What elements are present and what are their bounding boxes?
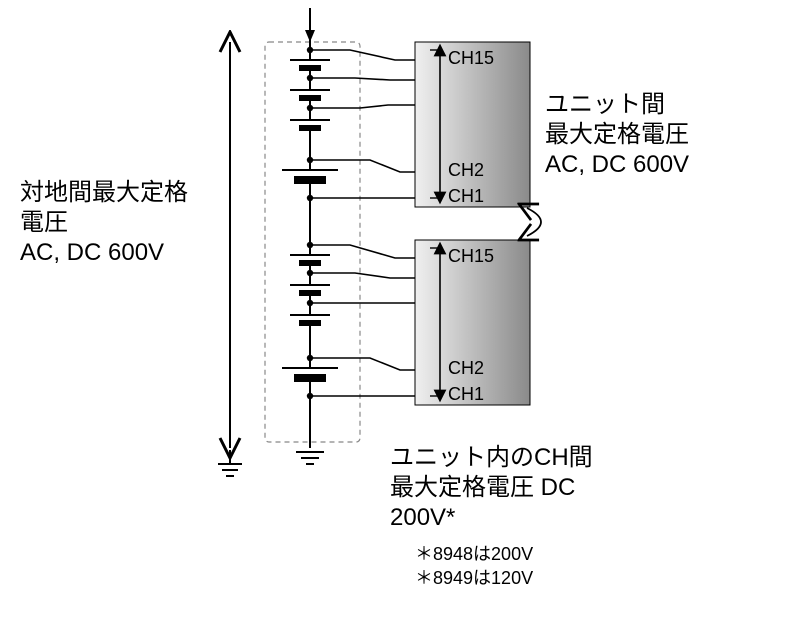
ch1-label: CH1 [448, 384, 484, 404]
top-lead-arrowhead-icon [305, 30, 315, 42]
tap-wire [310, 78, 415, 80]
inter-unit-arrow-icon [527, 208, 541, 236]
ch1-label: CH1 [448, 186, 484, 206]
svg-text:電圧: 電圧 [20, 209, 68, 236]
ch15-label: CH15 [448, 48, 494, 68]
unit-box-1: CH15 CH2 CH1 [415, 42, 530, 207]
svg-text:最大定格電圧: 最大定格電圧 [545, 121, 689, 148]
tap-wire [310, 245, 415, 258]
tap-wire [310, 50, 415, 60]
ch2-label: CH2 [448, 358, 484, 378]
ground-voltage-label: 対地間最大定格 [20, 179, 188, 206]
note-8949: ＊8949は120V [415, 568, 533, 588]
ch2-label: CH2 [448, 160, 484, 180]
svg-text:AC, DC 600V: AC, DC 600V [20, 239, 164, 266]
tap-wire [310, 105, 415, 108]
note-8948: ＊8948は200V [415, 544, 533, 564]
unit-box-2: CH15 CH2 CH1 [415, 240, 530, 405]
ch15-label: CH15 [448, 246, 494, 266]
svg-text:200V*: 200V* [390, 504, 455, 531]
svg-text:AC, DC 600V: AC, DC 600V [545, 151, 689, 178]
svg-text:最大定格電圧 DC: 最大定格電圧 DC [390, 474, 575, 501]
intra-unit-voltage-label: ユニット内のCH間 [390, 444, 593, 471]
tap-wire [310, 273, 415, 278]
inter-unit-voltage-label: ユニット間 [545, 91, 665, 118]
